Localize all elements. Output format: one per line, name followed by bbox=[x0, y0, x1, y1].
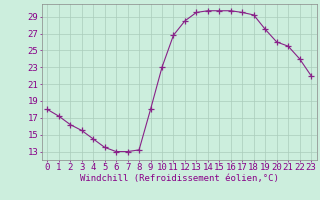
X-axis label: Windchill (Refroidissement éolien,°C): Windchill (Refroidissement éolien,°C) bbox=[80, 174, 279, 183]
